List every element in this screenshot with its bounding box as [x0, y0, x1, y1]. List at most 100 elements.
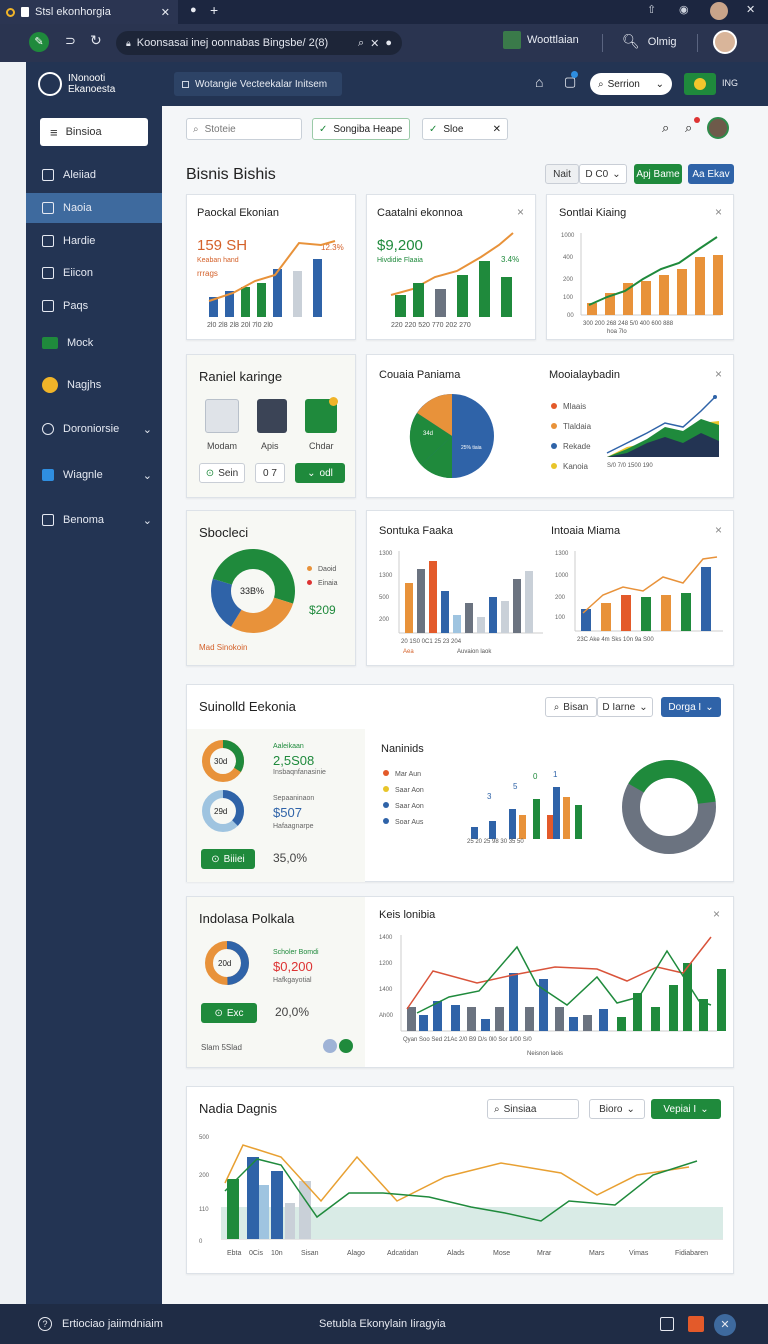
- filter-chip-2[interactable]: ✓ Sloe ✕: [422, 118, 508, 140]
- chevron-down-icon: ⌄: [655, 78, 664, 90]
- toolbar-divider-2: [697, 34, 698, 52]
- chevron-down-icon: ⌄: [639, 701, 648, 713]
- sidebar: INonooti Ekanoesta ≡ Binsioa Aleiiad Naoi…: [26, 62, 162, 1304]
- sidebar-item-3[interactable]: Hardie: [26, 226, 162, 256]
- help-icon[interactable]: ?: [38, 1317, 52, 1331]
- section6-dropdown[interactable]: Bioro ⌄: [589, 1099, 645, 1119]
- briefcase-icon[interactable]: [257, 399, 287, 433]
- profile-chip[interactable]: Woottlaian: [503, 31, 579, 49]
- section5-edit-icon[interactable]: [323, 1039, 337, 1053]
- sidebar-item-8[interactable]: Doroniorsie ⌄: [26, 414, 162, 444]
- menu-button-label: Binsioa: [65, 126, 102, 138]
- svg-text:400: 400: [563, 255, 574, 261]
- header-dropdown[interactable]: ⌕ Serrion ⌄: [590, 73, 672, 95]
- section6-search[interactable]: ⌕ Sinsiaa: [487, 1099, 579, 1119]
- area-legend: Mlaais Tlaldaia Rekade Kanoia: [551, 397, 591, 477]
- bar-card-2-close-icon[interactable]: ×: [715, 523, 723, 537]
- section6-line-green: [224, 1158, 698, 1222]
- section4-search[interactable]: ⌕ Bisan: [545, 697, 597, 717]
- back-icon[interactable]: ⊃: [65, 33, 76, 48]
- user-avatar[interactable]: [713, 30, 737, 54]
- top-alert-dot: [694, 117, 700, 123]
- address-search-icon[interactable]: ⌕: [357, 36, 365, 49]
- window-close-icon[interactable]: ✕: [746, 4, 756, 16]
- address-bar[interactable]: 🔒︎ Koonsasai inej oonnabas Bingsbe/ 2(8)…: [116, 31, 402, 55]
- section4-action-button[interactable]: ⊙ Biiiei: [201, 849, 255, 869]
- section1-blue-label: Aa Ekav: [692, 168, 730, 180]
- section4-action-label: Biiiei: [223, 853, 245, 865]
- scan-button[interactable]: ⊙ Sein: [199, 463, 245, 483]
- tab-audio-icon[interactable]: ●: [190, 4, 197, 16]
- app-logo[interactable]: INonooti Ekanoesta: [38, 72, 115, 96]
- toolbar-divider: [602, 34, 603, 52]
- section1-button-nait[interactable]: Nait: [545, 164, 579, 184]
- donut-link[interactable]: Mad Sinokoin: [199, 643, 248, 652]
- sidebar-item-7[interactable]: Nagjhs: [26, 370, 162, 400]
- section6-dropdown-label: Bioro: [599, 1103, 623, 1115]
- extension-icon[interactable]: ◉: [679, 4, 689, 16]
- address-clear-icon[interactable]: ✕: [370, 37, 380, 50]
- profile-avatar[interactable]: [710, 2, 728, 20]
- edit-icon[interactable]: ✎: [29, 32, 49, 52]
- kpi2-bars-bar: [413, 283, 424, 317]
- tool-icon[interactable]: [688, 1316, 704, 1332]
- top-search-icon[interactable]: ⌕: [662, 120, 670, 135]
- add-button[interactable]: ⌄ odl: [295, 463, 345, 483]
- section6-card: Nadia Dagnis ⌕ Sinsiaa Bioro ⌄ Vepiai I ⌄ 5…: [186, 1086, 734, 1274]
- sidebar-item-4[interactable]: Eiicon: [26, 258, 162, 288]
- section4-bars-bar: [547, 815, 554, 839]
- doc-icon[interactable]: [205, 399, 239, 433]
- section1-green-button[interactable]: Apj Bame: [634, 164, 682, 184]
- chip-close-icon[interactable]: ✕: [492, 123, 501, 135]
- area-chart: S/0 7/0 1500 190: [606, 395, 719, 469]
- filter-chip-1[interactable]: ✓ Songiba Heape: [312, 118, 410, 140]
- area-card-close-icon[interactable]: ×: [715, 367, 723, 381]
- new-tab-icon[interactable]: +: [210, 2, 219, 18]
- top-avatar[interactable]: [707, 117, 729, 139]
- kpi-card-2-close-icon[interactable]: ×: [517, 205, 525, 219]
- sidebar-item-5[interactable]: Paqs: [26, 291, 162, 321]
- status-bar: ? Ertiociao jaiimdniaim Setubla Ekonylai…: [0, 1304, 768, 1344]
- section4-dropdown-2[interactable]: Dorga I ⌄: [661, 697, 721, 717]
- section1-blue-button[interactable]: Aa Ekav: [688, 164, 734, 184]
- top-alert-icon[interactable]: ⌕: [685, 120, 693, 135]
- section1-dropdown[interactable]: D C0 ⌄: [579, 164, 627, 184]
- share-icon[interactable]: ⇧: [647, 4, 657, 16]
- sidebar-item-label: Wiagnle: [63, 469, 103, 481]
- header-breadcrumb[interactable]: Wotangie Vecteekalar Initsem: [174, 72, 342, 96]
- breadcrumb-icon: [182, 80, 189, 88]
- section5-action-button[interactable]: ⊙ Exc: [201, 1003, 257, 1023]
- tab-close-icon[interactable]: ✕: [160, 6, 170, 19]
- bar2-bars-bar: [641, 597, 651, 631]
- close-app-icon[interactable]: ✕: [714, 1314, 736, 1336]
- search-box[interactable]: ⌕ Stoteie: [186, 118, 302, 140]
- browser-tab[interactable]: Stsl ekonhorgia ✕: [0, 0, 178, 24]
- kpi2-bars-bar: [395, 295, 406, 317]
- section4-dropdown-2-label: Dorga I: [668, 701, 702, 713]
- kpi-card-3-close-icon[interactable]: ×: [715, 205, 723, 219]
- reload-icon[interactable]: ↻: [90, 32, 102, 48]
- section5-close-icon[interactable]: ×: [713, 907, 721, 921]
- menu-button[interactable]: ≡ Binsioa: [40, 118, 148, 146]
- section6-y-tick: 500: [199, 1135, 210, 1141]
- svg-text:00: 00: [567, 313, 574, 319]
- pin-icon[interactable]: ⌂: [535, 74, 544, 90]
- count-dropdown[interactable]: 0 7: [255, 463, 285, 483]
- sidebar-item-9[interactable]: Wiagnle ⌄: [26, 460, 162, 490]
- person-icon: [42, 235, 54, 247]
- section5-action-label: Exc: [226, 1007, 244, 1019]
- section4-dropdown[interactable]: D Iarne ⌄: [597, 697, 653, 717]
- mic-icon[interactable]: ●: [385, 37, 392, 49]
- account-chip[interactable]: 🔍︎ Olmig: [622, 33, 677, 50]
- sidebar-item-2[interactable]: Naoia: [26, 193, 162, 223]
- svg-text:200: 200: [379, 617, 390, 623]
- sidebar-item-10[interactable]: Benoma ⌄: [26, 505, 162, 535]
- section4-bar-label-1: 3: [487, 792, 492, 801]
- sidebar-item-6[interactable]: Mock: [26, 328, 162, 358]
- section5-status-icon[interactable]: [339, 1039, 353, 1053]
- section6-x-tick: Adcatidan: [387, 1250, 418, 1257]
- layout-icon[interactable]: [660, 1317, 674, 1331]
- section6-action-button[interactable]: Vepiai I ⌄: [651, 1099, 721, 1119]
- sidebar-item-1[interactable]: Aleiiad: [26, 160, 162, 190]
- header-badge-button[interactable]: [684, 73, 716, 95]
